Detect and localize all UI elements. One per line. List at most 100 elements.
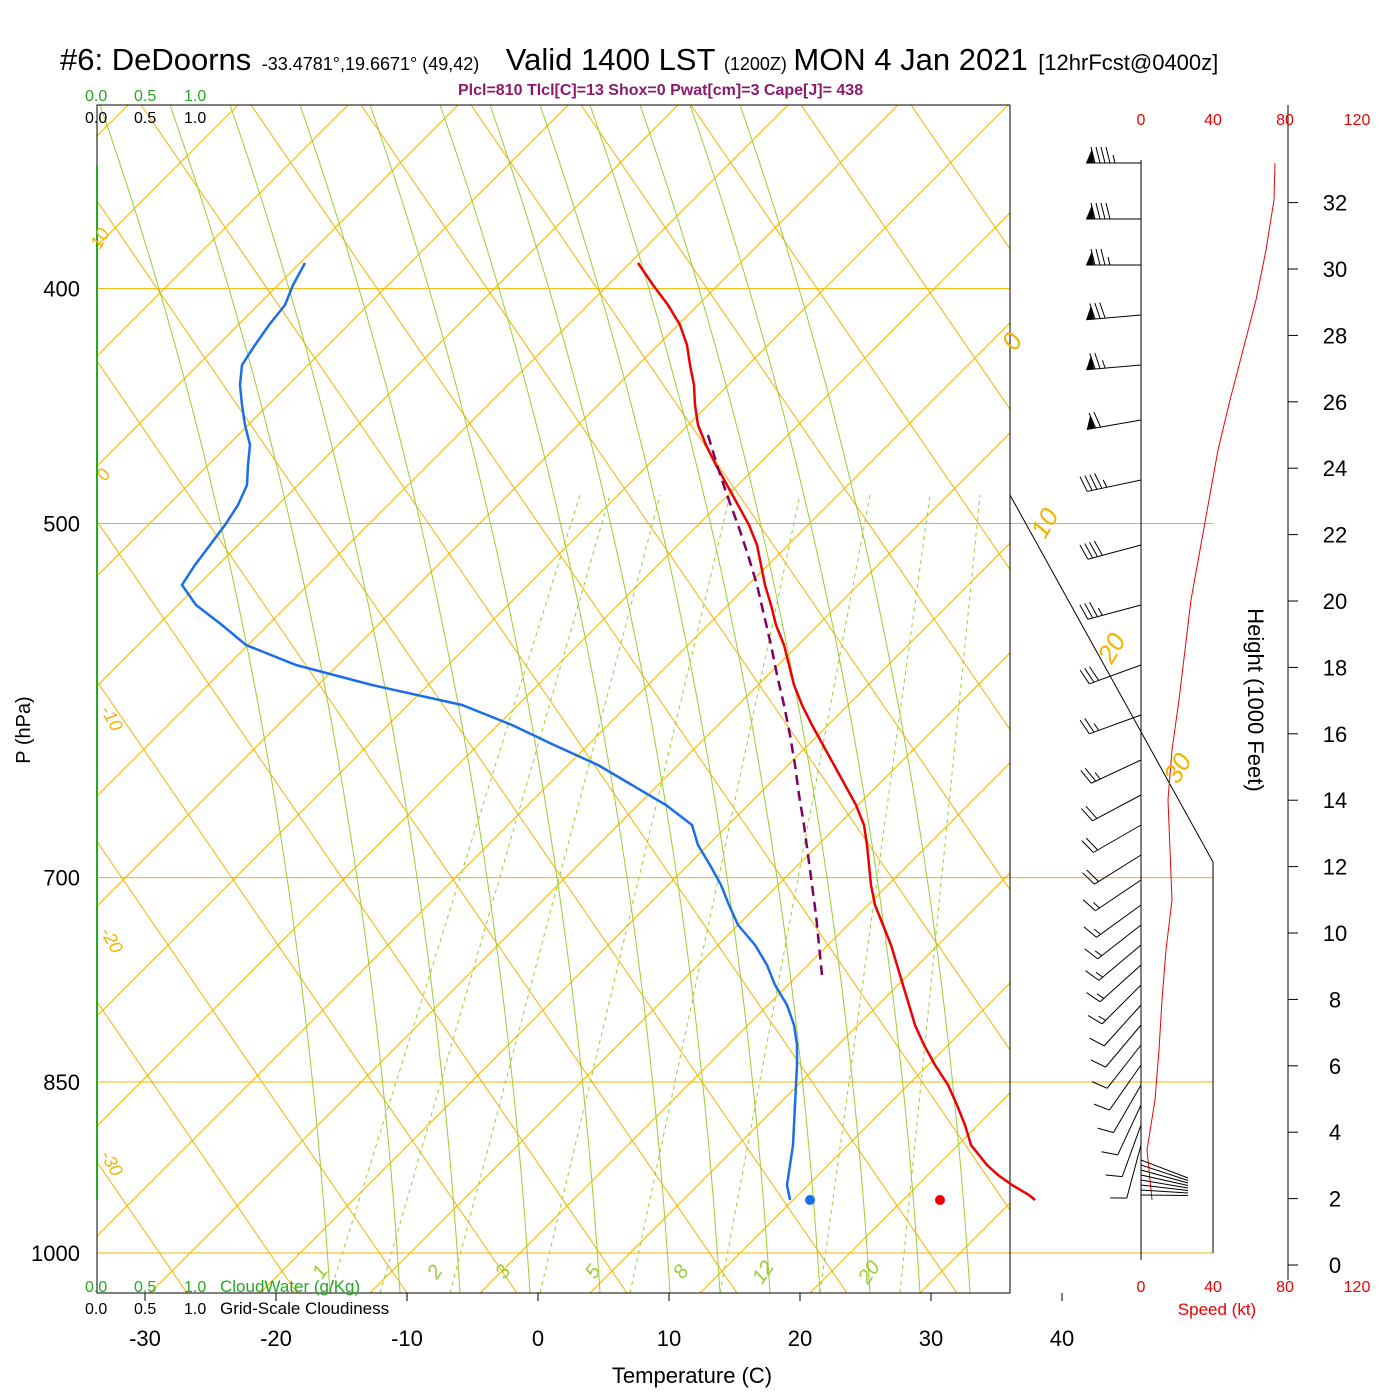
isotherm-label: 0 (92, 465, 114, 484)
height-tick-label: 30 (1323, 257, 1347, 282)
dry-adiabat-line (250, 105, 1010, 1211)
speed-tick-top: 0 (1137, 112, 1146, 129)
wind-barb (1080, 759, 1142, 784)
wind-barb-full (1084, 543, 1094, 559)
isotherm-line (97, 212, 1010, 1127)
cloud-scale-top-black: 0.0 (85, 110, 107, 127)
wind-barb-shaft (1087, 604, 1142, 620)
wind-barb-half (1093, 928, 1101, 935)
mixing-ratio-label: 3 (491, 1261, 515, 1283)
wind-barb-full (1086, 869, 1099, 882)
wind-barb-shaft (1097, 924, 1142, 960)
wind-barb-shaft (1090, 759, 1142, 784)
cloud-scale-bottom-black: 0.0 (85, 1301, 107, 1318)
height-tick-label: 24 (1323, 456, 1347, 481)
wind-barb-full (1084, 948, 1098, 960)
wind-profile (1079, 146, 1189, 1199)
wind-barb-full (1095, 146, 1101, 164)
isotherm-label: 10 (1024, 502, 1065, 543)
isotherm-line (97, 105, 1009, 1017)
surface-wind-barb (1140, 1174, 1189, 1186)
wind-barb-full (1089, 474, 1098, 490)
dry-adiabat-line (800, 105, 1010, 411)
moist-adiabat-line (299, 105, 531, 1293)
wind-barb (1083, 904, 1142, 938)
isotherm-line (0, 0, 230, 1293)
wind-barb (1079, 540, 1142, 560)
isotherm-line (97, 105, 459, 467)
mixing-ratio-line (719, 494, 871, 1293)
wind-barb (1086, 964, 1142, 1003)
wind-barb-full (1089, 541, 1098, 557)
wind-barb (1090, 1024, 1142, 1068)
isotherm-label: -10 (97, 702, 127, 735)
wind-panel-border (1009, 494, 1214, 1253)
dewpoint-line (180, 262, 799, 1201)
isotherm-label: -20 (97, 924, 127, 957)
wind-barb-shaft (1092, 794, 1142, 822)
wind-barb-half (1094, 950, 1102, 957)
wind-barb-full (1089, 601, 1098, 617)
wind-barb-shaft (1087, 479, 1142, 492)
grid-lines (0, 0, 1400, 1293)
isotherm-line (0, 0, 10, 1293)
cloud-scale-top-black: 1.0 (184, 110, 206, 127)
height-tick-label: 32 (1323, 191, 1347, 216)
surface-wind-barb (1140, 1169, 1189, 1184)
isotherm-label: -30 (97, 1147, 127, 1180)
wind-barb-shaft (1113, 1084, 1142, 1133)
isotherm-line (1140, 0, 1400, 1293)
speed-tick-top: 80 (1276, 112, 1294, 129)
station-title: #6: DeDoorns (60, 42, 252, 77)
cloud-scale-bottom-black: 1.0 (184, 1301, 206, 1318)
valid-time: Valid 1400 LST (505, 42, 716, 77)
dry-adiabat-line (697, 0, 1400, 1293)
wind-barb-full (1084, 475, 1093, 491)
wind-barb (1086, 248, 1141, 266)
wind-barb-shaft (1086, 419, 1142, 431)
isotherm-line (149, 432, 1010, 1293)
wind-barb-full (1089, 353, 1096, 370)
wind-barb-shaft (1094, 854, 1142, 885)
wind-barb (1086, 146, 1141, 164)
wind-barb (1089, 1004, 1142, 1047)
wind-barb-full (1094, 302, 1101, 319)
wind-barb-shaft (1098, 944, 1142, 981)
isotherm-line (369, 652, 1010, 1293)
wind-barb-half (1093, 723, 1100, 731)
wind-barb-half (1097, 607, 1103, 616)
surface-wind-barb (1140, 1184, 1189, 1191)
mixing-ratio-line (539, 494, 731, 1293)
wind-barb-full (1093, 411, 1102, 428)
height-tick-label: 28 (1323, 323, 1347, 348)
wind-barb-shaft (1086, 364, 1142, 371)
moist-adiabat-line (639, 105, 871, 1293)
height-tick-label: 0 (1329, 1253, 1341, 1278)
isotherm-line (699, 982, 1010, 1293)
wind-barb (1087, 984, 1142, 1025)
wind-barb-shaft (1087, 544, 1142, 560)
mixing-ratio-line (899, 494, 981, 1293)
wind-barb-flag (1086, 414, 1095, 430)
wind-barb-shaft (1086, 314, 1142, 321)
isotherm-label: 0 (995, 327, 1028, 355)
height-tick-label: 6 (1329, 1054, 1341, 1079)
cloud-scale-bottom-green: 0.5 (134, 1279, 156, 1296)
isotherm-line (1360, 0, 1400, 1293)
wind-barb-full (1079, 719, 1090, 735)
cloud-scale-top-green: 0.0 (85, 88, 107, 105)
temp-tick-label: 10 (657, 1326, 681, 1351)
wind-barb (1082, 879, 1142, 912)
moist-adiabat-line (739, 105, 971, 1293)
wind-barb-full (1083, 926, 1097, 938)
wind-barb-full (1090, 248, 1096, 266)
wind-barb-full (1105, 146, 1111, 164)
wind-barb-full (1105, 1174, 1123, 1178)
wind-barb-full (1089, 666, 1100, 681)
date-label: MON 4 Jan 2021 (793, 42, 1028, 77)
moist-adiabat-line (99, 105, 331, 1293)
wind-barb-full (1084, 668, 1095, 683)
cloud-scale-bottom-green: 0.0 (85, 1279, 107, 1296)
moist-adiabat-line (169, 105, 401, 1293)
isotherm-line (97, 105, 349, 357)
